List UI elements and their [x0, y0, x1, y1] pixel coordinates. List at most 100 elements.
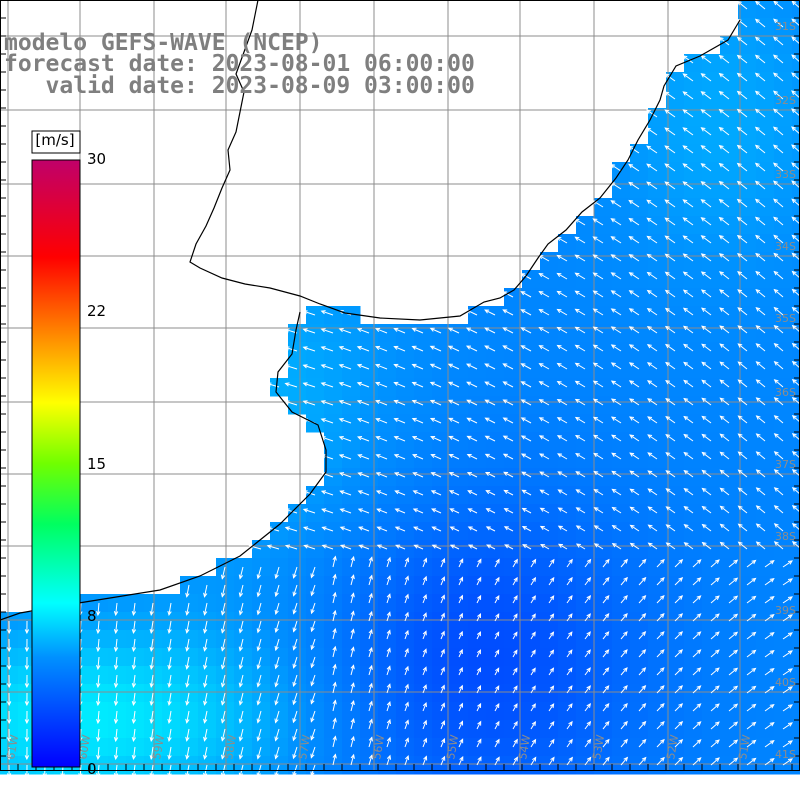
- wind-arrow: [320, 400, 334, 406]
- field-cell: [576, 504, 595, 523]
- wind-arrow: [284, 508, 298, 514]
- field-cell: [612, 648, 631, 667]
- wind-arrow: [458, 576, 464, 586]
- field-cell: [720, 342, 739, 361]
- field-cell: [702, 432, 721, 451]
- field-cell: [396, 378, 415, 397]
- wind-arrow: [700, 235, 712, 244]
- wind-arrow: [557, 525, 568, 532]
- field-cell: [324, 378, 343, 397]
- wind-arrow: [530, 720, 537, 730]
- wind-arrow: [167, 710, 172, 724]
- field-cell: [486, 342, 505, 361]
- field-cell: [342, 468, 361, 487]
- wind-arrow: [368, 736, 373, 748]
- field-cell: [594, 270, 613, 289]
- wind-arrow: [665, 470, 676, 478]
- field-cell: [396, 702, 415, 721]
- wind-arrow: [512, 613, 518, 622]
- wind-arrow: [113, 746, 119, 761]
- field-cell: [468, 414, 487, 433]
- wind-arrow: [24, 728, 30, 743]
- field-cell: [396, 738, 415, 757]
- field-cell: [396, 432, 415, 451]
- field-cell: [594, 702, 613, 721]
- field-cell: [630, 720, 649, 739]
- field-cell: [774, 288, 793, 307]
- wind-arrow: [602, 667, 610, 676]
- wind-arrow: [646, 380, 658, 388]
- field-cell: [342, 396, 361, 415]
- wind-arrow: [610, 182, 622, 190]
- field-cell: [702, 450, 721, 469]
- field-cell: [324, 432, 343, 451]
- wind-arrow: [728, 577, 739, 586]
- lat-label: 31S: [775, 20, 796, 33]
- wind-arrow: [338, 436, 352, 442]
- wind-arrow: [737, 451, 748, 460]
- field-cell: [522, 702, 541, 721]
- field-cell: [414, 360, 433, 379]
- wind-arrow: [683, 379, 694, 388]
- wind-arrow: [728, 757, 739, 766]
- wind-arrow: [24, 656, 30, 671]
- wind-arrow: [548, 738, 555, 748]
- field-cell: [288, 396, 307, 415]
- wind-arrow: [683, 487, 694, 496]
- wind-arrow: [629, 488, 640, 496]
- wind-arrow: [665, 488, 676, 496]
- wind-arrow: [411, 417, 424, 424]
- wind-arrow: [274, 674, 280, 688]
- wind-arrow: [773, 505, 784, 514]
- wind-arrow: [610, 398, 622, 406]
- field-cell: [558, 738, 577, 757]
- field-cell: [504, 360, 523, 379]
- wind-arrow: [356, 436, 370, 442]
- field-cell: [342, 738, 361, 757]
- wind-arrow: [701, 397, 712, 406]
- wind-arrow: [782, 578, 793, 586]
- field-cell: [576, 486, 595, 505]
- field-cell: [414, 630, 433, 649]
- field-cell: [702, 486, 721, 505]
- wind-arrow: [664, 289, 676, 298]
- wind-arrow: [292, 674, 298, 688]
- field-cell: [612, 702, 631, 721]
- wind-arrow: [24, 692, 30, 707]
- wind-arrow: [566, 649, 573, 658]
- field-cell: [720, 306, 739, 325]
- field-cell: [450, 594, 469, 613]
- field-cell: [720, 504, 739, 523]
- field-cell: [504, 612, 523, 631]
- wind-arrow: [737, 487, 748, 496]
- wind-arrow: [502, 435, 514, 442]
- wind-arrow: [448, 490, 460, 496]
- field-cell: [612, 234, 631, 253]
- field-cell: [324, 612, 343, 631]
- field-cell: [504, 576, 523, 595]
- wind-arrow: [574, 380, 586, 388]
- field-cell: [432, 486, 451, 505]
- field-cell: [612, 738, 631, 757]
- field-cell: [612, 666, 631, 685]
- wind-arrow: [701, 505, 712, 514]
- wind-arrow: [466, 435, 478, 442]
- wind-arrow: [538, 381, 550, 388]
- field-cell: [684, 540, 703, 559]
- wind-arrow: [284, 400, 298, 406]
- wind-arrow: [682, 217, 694, 226]
- wind-arrow: [356, 327, 370, 334]
- wind-arrow: [411, 363, 424, 370]
- field-cell: [792, 702, 800, 721]
- field-cell: [612, 306, 631, 325]
- field-cell: [666, 234, 685, 253]
- wind-arrow: [512, 685, 518, 694]
- field-cell: [756, 162, 775, 181]
- wind-arrow: [575, 507, 586, 514]
- wind-arrow: [339, 526, 352, 532]
- wind-arrow: [494, 558, 500, 568]
- wind-arrow: [773, 126, 784, 136]
- wind-arrow: [719, 379, 730, 388]
- wind-arrow: [682, 73, 694, 82]
- field-cell: [540, 558, 559, 577]
